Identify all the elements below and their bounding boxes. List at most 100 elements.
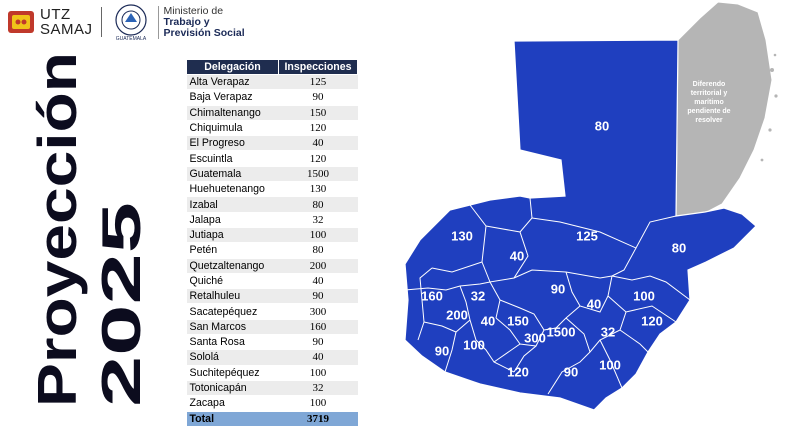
label-retalhuleu: 90	[435, 343, 449, 358]
table-body: Alta Verapaz 125 Baja Verapaz 90 Chimaltenan…	[186, 74, 358, 427]
utz-line1: UTZ	[40, 6, 71, 23]
inspecciones-cell: 32	[278, 380, 358, 397]
label-jalapa: 32	[601, 324, 615, 339]
title-year: 2025	[90, 202, 150, 407]
delegacion-cell: Baja Verapaz	[186, 89, 279, 106]
inspecciones-cell: 160	[278, 319, 358, 336]
table-row: Santa Rosa 90	[186, 334, 358, 351]
inspecciones-cell: 90	[278, 89, 358, 106]
header-inspecciones: Inspecciones	[278, 59, 358, 75]
label-zacapa: 100	[633, 288, 655, 303]
inspecciones-cell: 80	[278, 242, 358, 259]
dispute-label: Diferendo territorial y marítimo pendien…	[687, 81, 731, 124]
logo-divider	[100, 7, 102, 37]
department-labels: 80 130 40 125 80 90 160 32 200 40 150 40…	[421, 118, 686, 379]
table-row: Chimaltenango 150	[186, 105, 358, 121]
department-borders	[404, 197, 691, 395]
title-proyeccion: Proyección	[26, 52, 88, 407]
inspecciones-cell: 40	[278, 273, 358, 290]
delegacion-cell: Jutiapa	[186, 227, 279, 244]
delegacion-cell: Sololá	[186, 349, 279, 366]
delegacion-cell: Alta Verapaz	[186, 74, 279, 91]
inspecciones-cell: 120	[278, 150, 358, 167]
table-row: Alta Verapaz 125	[186, 74, 358, 91]
label-peten: 80	[595, 118, 609, 133]
label-chiquimula: 120	[641, 313, 663, 328]
label-san-marcos: 160	[421, 288, 443, 303]
delegacion-cell: Jalapa	[186, 212, 279, 228]
header-logos: UTZ SAMAJ GUATEMALA Ministerio de Trabaj…	[6, 2, 245, 42]
ministry-line2: Trabajo y	[163, 15, 210, 28]
utz-line2: SAMAJ	[40, 21, 93, 38]
delegacion-cell: Petén	[186, 242, 279, 259]
delegacion-cell: Chimaltenango	[186, 105, 279, 121]
total-label: Total	[186, 411, 279, 427]
label-sacatepequez: 300	[524, 330, 546, 345]
inspecciones-cell: 32	[278, 212, 358, 228]
inspecciones-cell: 150	[278, 105, 358, 121]
label-quetzaltenango: 200	[446, 307, 468, 322]
table-row: Jutiapa 100	[186, 227, 358, 244]
label-escuintla: 120	[507, 364, 529, 379]
inspecciones-cell: 1500	[278, 166, 358, 183]
inspecciones-cell: 100	[278, 227, 358, 244]
label-solola: 40	[481, 313, 495, 328]
delegacion-cell: Zacapa	[186, 395, 279, 412]
label-jutiapa: 100	[599, 357, 621, 372]
table-row: Huehuetenango 130	[186, 181, 358, 198]
table-row: Escuintla 120	[186, 150, 358, 167]
label-guatemala: 1500	[547, 324, 576, 339]
label-izabal: 80	[672, 240, 686, 255]
utz-samaj-text: UTZ SAMAJ	[40, 7, 93, 37]
inspecciones-cell: 120	[278, 120, 358, 137]
inspecciones-cell: 40	[278, 135, 358, 152]
inspecciones-cell: 300	[278, 303, 358, 320]
table-row: Baja Verapaz 90	[186, 89, 358, 106]
inspecciones-cell: 90	[278, 334, 358, 351]
inspecciones-cell: 125	[278, 74, 358, 91]
table-row: Suchitepéquez 100	[186, 365, 358, 381]
table-row: Quetzaltenango 200	[186, 258, 358, 274]
belize-cays	[760, 53, 778, 162]
delegacion-cell: Izabal	[186, 196, 279, 213]
ministry-name: Ministerio de Trabajo y Previsión Social	[157, 4, 245, 39]
label-santa-rosa: 90	[564, 364, 578, 379]
inspecciones-cell: 100	[278, 365, 358, 381]
inspections-table: Delegación Inspecciones Alta Verapaz 125 B…	[186, 59, 358, 427]
table-row: Zacapa 100	[186, 395, 358, 412]
table-header-row: Delegación Inspecciones	[186, 59, 358, 75]
label-chimaltenango: 150	[507, 313, 529, 328]
inspecciones-cell: 40	[278, 349, 358, 366]
table-row: Sacatepéquez 300	[186, 303, 358, 320]
delegacion-cell: Suchitepéquez	[186, 365, 279, 381]
delegacion-cell: Quetzaltenango	[186, 258, 279, 274]
total-row: Total 3719	[186, 411, 358, 427]
delegacion-cell: Totonicapán	[186, 380, 279, 397]
table-row: Izabal 80	[186, 196, 358, 213]
inspecciones-cell: 130	[278, 181, 358, 198]
inspecciones-cell: 90	[278, 288, 358, 305]
guatemala-territory	[404, 39, 757, 411]
ministry-line1: Ministerio de	[163, 4, 224, 17]
inspecciones-cell: 80	[278, 196, 358, 213]
vertical-title: Proyección 2025	[26, 52, 150, 407]
label-totonicapan: 32	[471, 288, 485, 303]
label-suchitepequez: 100	[463, 337, 485, 352]
delegacion-cell: Santa Rosa	[186, 334, 279, 351]
label-quiche: 40	[510, 248, 524, 263]
table-row: Jalapa 32	[186, 212, 358, 228]
delegacion-cell: Escuintla	[186, 150, 279, 167]
table-row: Totonicapán 32	[186, 380, 358, 397]
delegacion-cell: Quiché	[186, 273, 279, 290]
label-huehuetenango: 130	[451, 228, 473, 243]
delegacion-cell: San Marcos	[186, 319, 279, 336]
delegacion-cell: El Progreso	[186, 135, 279, 152]
utz-samaj-logo-icon	[8, 11, 34, 33]
delegacion-cell: Chiquimula	[186, 120, 279, 137]
inspecciones-cell: 100	[278, 395, 358, 412]
table-row: Quiché 40	[186, 273, 358, 290]
delegacion-cell: Sacatepéquez	[186, 303, 279, 320]
table-row: Retalhuleu 90	[186, 288, 358, 305]
delegacion-cell: Huehuetenango	[186, 181, 279, 198]
total-value: 3719	[278, 411, 358, 427]
